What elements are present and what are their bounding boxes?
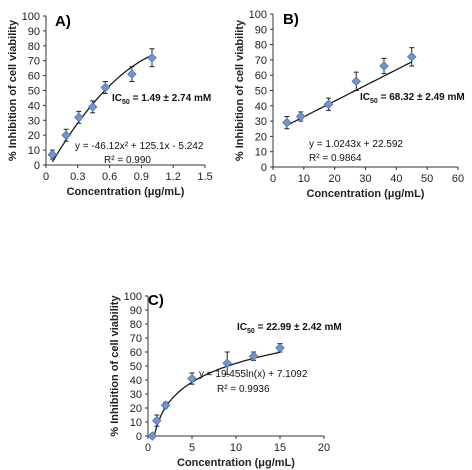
data-point [61, 130, 71, 140]
y-tick-label: 30 [28, 115, 40, 127]
x-axis-title: Concentration (μg/mL) [177, 457, 295, 469]
r-squared: R² = 0.9936 [217, 384, 270, 395]
y-tick-label: 0 [34, 160, 40, 172]
data-point [379, 61, 389, 71]
data-point [147, 431, 158, 441]
y-tick-label: 30 [255, 116, 267, 128]
x-tick-label: 10 [230, 442, 242, 454]
y-tick-label: 100 [124, 291, 142, 303]
data-point [406, 52, 417, 62]
y-tick-label: 30 [130, 389, 142, 401]
y-tick-label: 60 [28, 71, 40, 83]
y-tick-label: 80 [130, 319, 142, 331]
ic50-annotation: IC50 = 68.32 ± 2.49 mM [360, 92, 465, 105]
x-tick-label: 50 [421, 173, 433, 185]
x-tick-label: 40 [390, 173, 402, 185]
y-tick-label: 90 [28, 26, 40, 38]
data-point [295, 111, 306, 122]
panel-label: C) [148, 292, 164, 309]
y-tick-label: 0 [136, 431, 142, 443]
y-tick-label: 20 [255, 131, 267, 143]
x-tick-label: 60 [452, 173, 464, 185]
data-point [275, 343, 285, 353]
ic50-annotation: IC50 = 1.49 ± 2.74 mM [112, 93, 211, 106]
x-axis-title: Concentration (μg/mL) [307, 188, 425, 200]
data-point [323, 99, 334, 110]
y-tick-label: 10 [28, 145, 40, 157]
fit-equation: y = -46.12x² + 125.1x - 5.242 [75, 141, 204, 152]
y-tick-label: 50 [130, 361, 142, 373]
x-axis-title: Concentration (μg/mL) [67, 186, 185, 198]
data-point [100, 82, 111, 93]
y-axis-title: % Inhibition of cell viability [109, 295, 121, 437]
data-point [147, 52, 157, 63]
y-tick-label: 60 [255, 70, 267, 82]
panel-label: A) [55, 13, 71, 30]
ic50-annotation: IC50 = 22.99 ± 2.42 mM [237, 322, 342, 335]
data-point [152, 415, 162, 426]
data-point [127, 69, 137, 79]
y-tick-label: 20 [130, 403, 142, 415]
x-tick-label: 0 [145, 442, 151, 454]
chart-panel-2: 0 10 20 30 40 50 60 70 80 90 100 0 10 20 30 40 50 60 Conce… [234, 9, 465, 200]
x-tick-label: 5 [189, 442, 195, 454]
data-point [47, 149, 58, 160]
x-tick-label: 20 [329, 173, 341, 185]
y-tick-label: 70 [130, 333, 142, 345]
y-tick-label: 70 [255, 55, 267, 67]
data-point [351, 76, 362, 87]
r-squared: R² = 0.9864 [309, 153, 362, 164]
y-tick-label: 80 [28, 41, 40, 53]
x-tick-label: 10 [298, 173, 310, 185]
y-tick-label: 80 [255, 40, 267, 52]
y-tick-label: 0 [261, 162, 267, 174]
data-point [187, 373, 197, 384]
y-tick-label: 40 [255, 101, 267, 113]
y-tick-label: 50 [28, 86, 40, 98]
y-tick-label: 70 [28, 56, 40, 68]
x-tick-label: 15 [274, 442, 286, 454]
fit-equation: y = 19.455ln(x) + 7.1092 [199, 369, 308, 380]
data-point [74, 112, 84, 123]
x-tick-label: 30 [359, 173, 371, 185]
data-point [222, 358, 232, 368]
chart-panel-3: 0 10 20 30 40 50 60 70 80 90 100 0 5 10 15 20 Concentrat… [109, 291, 342, 469]
y-tick-label: 20 [28, 130, 40, 142]
x-tick-label: 0.9 [134, 171, 149, 183]
x-tick-label: 0.3 [70, 171, 85, 183]
y-tick-label: 50 [255, 86, 267, 98]
y-tick-label: 40 [130, 375, 142, 387]
y-tick-label: 100 [22, 11, 40, 23]
y-tick-label: 60 [130, 347, 142, 359]
fit-curve [286, 61, 413, 126]
fit-curve [153, 351, 281, 436]
data-point [87, 102, 98, 112]
r-squared: R² = 0.990 [104, 155, 151, 166]
y-tick-label: 100 [249, 9, 267, 21]
panel-label: B) [283, 11, 299, 28]
x-tick-label: 0 [270, 173, 276, 185]
x-tick-label: 1.2 [166, 171, 181, 183]
x-tick-label: 20 [318, 442, 330, 454]
y-tick-label: 10 [130, 417, 142, 429]
y-tick-label: 40 [28, 100, 40, 112]
x-tick-label: 0 [43, 171, 49, 183]
y-tick-label: 10 [255, 147, 267, 159]
x-tick-label: 0.6 [102, 171, 117, 183]
y-tick-label: 90 [130, 305, 142, 317]
data-point [160, 400, 171, 410]
y-axis-title: % Inhibition of cell viability [7, 19, 19, 161]
y-tick-label: 90 [255, 24, 267, 36]
data-point [282, 117, 292, 128]
data-point [248, 351, 259, 361]
fit-equation: y = 1.0243x + 22.592 [309, 139, 403, 150]
x-tick-label: 1.5 [197, 171, 212, 183]
chart-panel-1: 0 10 20 30 40 50 60 70 80 90 100 0 0.3 0.6 0.9 1.2 1.5 Co… [7, 11, 213, 198]
y-axis-title: % Inhibition of cell viability [234, 19, 246, 161]
